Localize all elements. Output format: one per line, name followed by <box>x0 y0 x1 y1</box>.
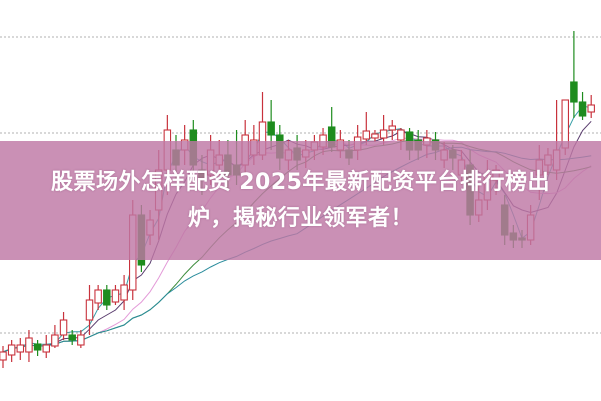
candle-up <box>362 112 371 145</box>
candle-body <box>68 334 76 341</box>
candle-body <box>16 344 25 353</box>
candle-body <box>587 104 595 113</box>
candle-body <box>267 121 275 136</box>
candle-up <box>25 330 33 362</box>
candle-body <box>0 351 7 361</box>
headline-line-2: 炉，揭秘行业领军者！ <box>187 205 413 231</box>
candle-body <box>379 129 388 139</box>
candle-body <box>371 133 379 139</box>
candle-up <box>120 275 128 310</box>
candle-down <box>68 330 76 345</box>
candle-body <box>33 343 42 351</box>
candle-up <box>94 285 102 310</box>
candle-body <box>42 344 50 353</box>
candle-body <box>120 284 128 301</box>
candle-up <box>0 346 7 368</box>
candle-up <box>51 325 59 348</box>
candle-up <box>388 120 396 140</box>
candle-up <box>379 115 388 145</box>
candle-body <box>570 81 578 103</box>
candle-up <box>371 130 379 142</box>
candle-body <box>397 129 405 141</box>
candle-up <box>16 338 25 360</box>
candle-down <box>570 31 578 118</box>
candle-up <box>59 312 68 340</box>
candle-body <box>103 289 111 306</box>
candle-up <box>85 285 94 335</box>
candle-up <box>587 95 595 118</box>
headline-banner: 股票场外怎样配资 2025年最新配资平台排行榜出 炉，揭秘行业领军者！ <box>0 141 601 260</box>
candle-up <box>42 335 50 358</box>
candle-body <box>388 125 396 131</box>
candle-body <box>85 299 94 321</box>
candle-body <box>94 289 102 304</box>
candle-body <box>578 101 587 117</box>
candle-body <box>7 344 16 356</box>
candle-body <box>51 334 59 347</box>
candle-up <box>77 330 85 348</box>
candle-down <box>578 92 587 120</box>
candle-up <box>7 340 16 362</box>
gridlines <box>0 36 601 334</box>
candle-body <box>59 319 68 336</box>
candle-down <box>103 285 111 310</box>
candle-body <box>362 130 371 140</box>
candle-down <box>33 340 42 356</box>
candle-body <box>25 337 33 353</box>
candle-body <box>77 334 85 346</box>
headline-line-1: 股票场外怎样配资 2025年最新配资平台排行榜出 <box>51 169 550 195</box>
candle-body <box>111 289 120 303</box>
candle-up <box>111 285 120 305</box>
